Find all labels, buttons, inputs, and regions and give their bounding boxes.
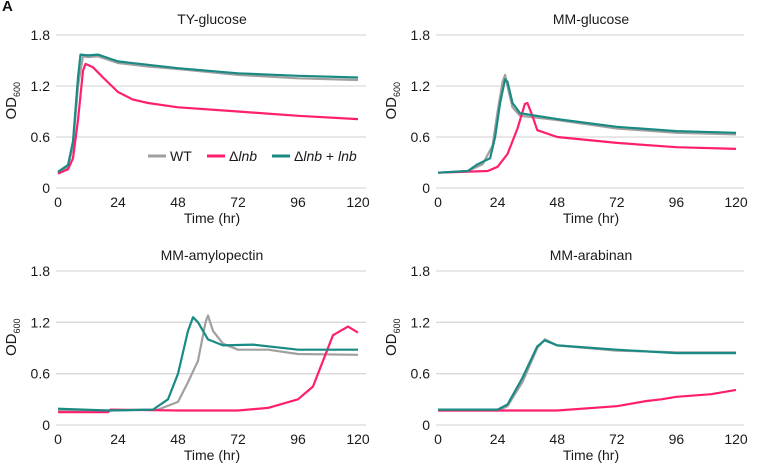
y-axis-label: OD600 [383,82,402,120]
series-line-comp [438,339,736,411]
legend-label: Δlnb [229,148,257,164]
y-axis-label-main: OD [383,333,400,356]
y-axis-label: OD600 [3,318,22,356]
y-tick-label: 1.2 [411,78,431,94]
legend-item-WT: WT [148,148,192,164]
x-tick-label: 120 [346,431,370,447]
y-tick-label: 0.6 [411,366,431,382]
y-tick-label: 0 [422,180,430,196]
x-axis-label: Time (hr) [563,210,619,226]
y-axis-label-subscript: 600 [12,318,22,333]
series-line-WT [438,338,736,412]
series-line-lnb [437,101,737,174]
series-line-WT [58,314,359,412]
series-line-lnb [438,388,737,412]
x-tick-label: 120 [724,431,748,447]
x-tick-label: 0 [54,194,62,210]
y-tick-label: 0 [422,417,430,433]
y-axis-label-main: OD [3,97,20,120]
x-tick-label: 120 [346,194,370,210]
x-tick-label: 48 [549,431,565,447]
y-tick-label: 1.2 [411,314,431,330]
chart-panel-1: 0 0.6 1.2 1.8 0 24 48 72 96 120 TY-glucose Time (hr… [3,11,370,226]
series-line-comp [437,78,737,174]
legend-label-prefix: Δ [229,148,238,164]
y-axis-label: OD600 [383,318,402,356]
x-tick-label: 0 [434,431,442,447]
legend-item-comp: Δlnb + lnb [272,148,357,164]
x-tick-label: 96 [290,194,306,210]
y-tick-label: 1.2 [31,314,51,330]
x-tick-label: 24 [110,431,126,447]
legend-label-plus: + [322,148,338,164]
legend-label-prefix: Δ [294,148,303,164]
legend: WT Δlnb Δlnb + lnb [148,148,357,164]
x-tick-label: 0 [54,431,62,447]
x-tick-label: 72 [230,431,246,447]
x-tick-label: 96 [669,194,685,210]
legend-label-prefix: WT [170,148,192,164]
y-tick-label: 1.8 [31,27,51,43]
x-tick-label: 0 [434,194,442,210]
chart-title: MM-amylopectin [161,247,264,263]
chart-title: MM-arabinan [550,247,632,263]
y-tick-label: 1.2 [31,78,51,94]
y-axis-label-main: OD [383,97,400,120]
x-tick-label: 24 [110,194,126,210]
chart-panel-2: 0 0.6 1.2 1.8 0 24 48 72 96 120 MM-glucose Time (hr… [383,11,748,226]
chart-panel-4: 0 0.6 1.2 1.8 0 24 48 72 96 120 MM-arabinan Time (h… [383,247,748,463]
legend-label-gene: lnb [303,148,322,164]
x-tick-label: 72 [230,194,246,210]
x-axis-label: Time (hr) [184,447,240,463]
y-tick-label: 1.8 [411,27,431,43]
x-tick-label: 96 [290,431,306,447]
legend-label-gene: lnb [338,148,357,164]
legend-item-lnb: Δlnb [207,148,257,164]
legend-label-gene: lnb [238,148,257,164]
y-axis-label: OD600 [3,82,22,120]
y-axis-label-subscript: 600 [12,82,22,97]
y-axis-label-main: OD [3,333,20,356]
x-tick-label: 72 [609,194,625,210]
series-line-lnb [57,62,359,175]
x-tick-label: 24 [490,194,506,210]
y-tick-label: 0.6 [31,366,51,382]
series-line-comp [57,53,359,173]
legend-label: WT [170,148,192,164]
chart-panel-3: 0 0.6 1.2 1.8 0 24 48 72 96 120 MM-amylopectin Time… [3,247,370,463]
y-tick-label: 0 [42,180,50,196]
x-tick-label: 48 [170,194,186,210]
y-tick-label: 0 [42,417,50,433]
x-tick-label: 48 [170,431,186,447]
y-tick-label: 1.8 [31,263,51,279]
x-axis-label: Time (hr) [563,447,619,463]
x-tick-label: 48 [549,194,565,210]
x-tick-label: 72 [609,431,625,447]
series-line-comp [57,316,358,412]
x-tick-label: 96 [669,431,685,447]
chart-title: TY-glucose [177,11,247,27]
legend-label: Δlnb + lnb [294,148,357,164]
y-tick-label: 1.8 [411,263,431,279]
x-tick-label: 24 [490,431,506,447]
y-axis-label-subscript: 600 [392,82,402,97]
x-tick-label: 120 [724,194,748,210]
y-tick-label: 0.6 [31,129,51,145]
chart-title: MM-glucose [553,11,629,27]
panel-label: A [2,0,13,15]
y-tick-label: 0.6 [411,129,431,145]
y-axis-label-subscript: 600 [392,318,402,333]
x-axis-label: Time (hr) [184,210,240,226]
